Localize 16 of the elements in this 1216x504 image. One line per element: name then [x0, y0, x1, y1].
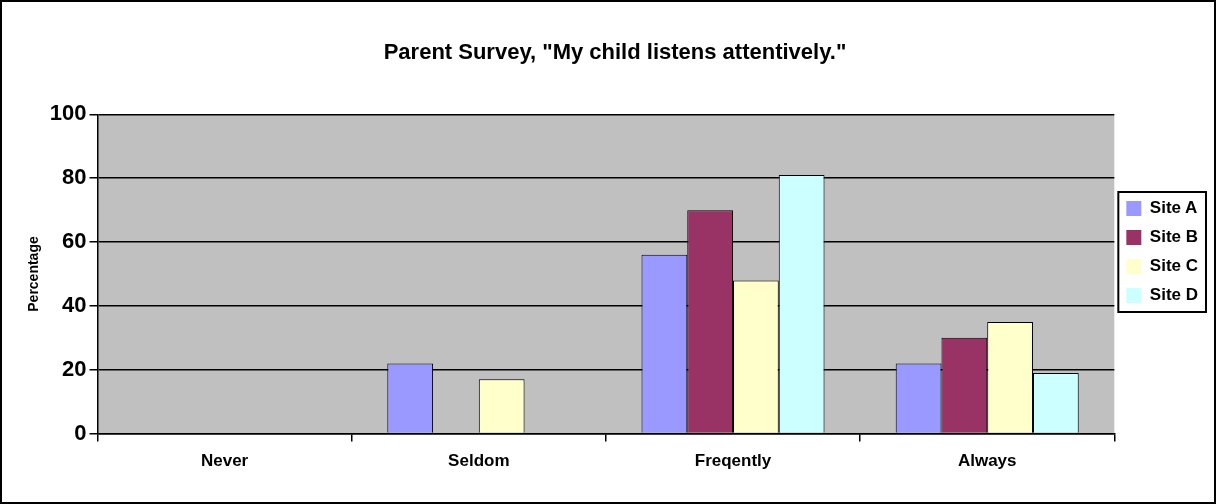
- legend-label: Site C: [1149, 256, 1199, 276]
- y-tick-label: 0: [74, 419, 87, 445]
- chart-title: Parent Survey, "My child listens attentively.": [383, 39, 847, 65]
- legend-label: Site D: [1149, 285, 1199, 305]
- y-tick-label: 40: [62, 291, 87, 317]
- x-tick-label: Freqently: [694, 451, 772, 471]
- y-tick-label: 100: [49, 100, 87, 126]
- y-tick-label: 60: [62, 228, 87, 254]
- y-tick-label: 80: [62, 164, 87, 190]
- x-tick-label: Never: [200, 451, 249, 471]
- legend-label: Site A: [1149, 198, 1198, 218]
- x-tick-label: Always: [957, 451, 1017, 471]
- y-axis-title: Percentage: [25, 236, 42, 312]
- x-tick-label: Seldom: [448, 451, 510, 471]
- legend-label: Site B: [1149, 227, 1199, 247]
- y-tick-label: 20: [62, 355, 87, 381]
